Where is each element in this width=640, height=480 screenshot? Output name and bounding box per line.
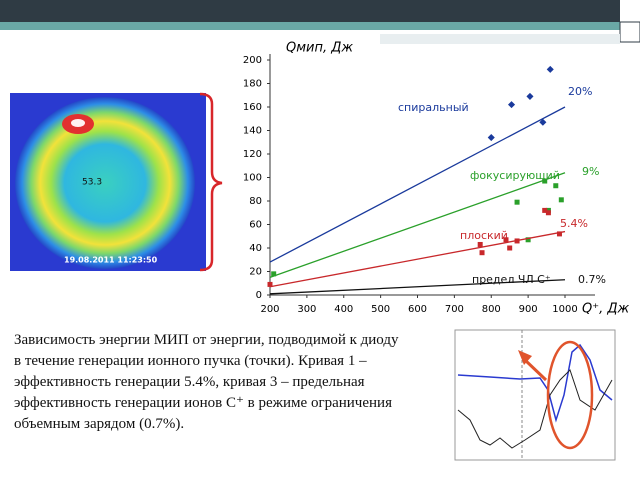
- banner-stripe: [0, 22, 620, 30]
- point: [525, 237, 531, 243]
- osc-arrowhead: [518, 350, 532, 365]
- series-label: фокусирующий: [470, 169, 560, 182]
- y-tick-label: 200: [243, 55, 262, 66]
- y-tick-label: 180: [243, 79, 262, 90]
- x-tick-label: 600: [408, 304, 427, 315]
- point: [267, 281, 273, 287]
- fit-line: [269, 279, 566, 295]
- point: [545, 210, 551, 216]
- x-axis-label: Q⁺, Дж: [582, 302, 630, 317]
- point: [271, 271, 277, 277]
- point: [507, 101, 516, 109]
- y-tick-label: 0: [256, 290, 262, 301]
- thermal-ring: [15, 97, 195, 269]
- spot-label: 53.3: [82, 178, 102, 188]
- x-tick-label: 800: [482, 304, 501, 315]
- point: [503, 237, 509, 243]
- osc-highlight: [546, 340, 594, 450]
- y-tick-label: 60: [249, 220, 262, 231]
- y-tick-label: 80: [249, 196, 262, 207]
- point: [558, 197, 564, 203]
- x-tick-label: 900: [519, 304, 538, 315]
- percent-label: 5.4%: [560, 217, 588, 230]
- series-label: плоский: [460, 229, 508, 242]
- y-axis-label: Qмип, Дж: [286, 41, 353, 56]
- point: [542, 178, 548, 184]
- y-tick-label: 40: [249, 243, 262, 254]
- x-tick-label: 400: [334, 304, 353, 315]
- banner-box: [619, 21, 640, 43]
- osc-trace: [457, 369, 613, 449]
- point: [479, 250, 485, 256]
- point: [526, 92, 534, 100]
- banner: [0, 0, 620, 22]
- osc-trace: [457, 343, 613, 423]
- y-tick-label: 100: [243, 173, 262, 184]
- x-tick-label: 1000: [552, 304, 577, 315]
- y-tick-label: 140: [243, 126, 262, 137]
- osc-frame: [454, 329, 616, 461]
- x-tick-label: 300: [297, 304, 316, 315]
- point: [556, 231, 562, 237]
- percent-label: 9%: [582, 165, 599, 178]
- percent-label: 20%: [568, 85, 592, 98]
- oscillogram: [454, 329, 616, 461]
- point: [507, 245, 513, 251]
- fit-line: [269, 172, 566, 278]
- x-tick-label: 500: [371, 304, 390, 315]
- hot-core: [71, 119, 85, 127]
- point: [553, 183, 559, 189]
- caption: Зависимость энергии МИП от энергии, подв…: [14, 332, 399, 432]
- point: [546, 65, 554, 73]
- banner-shade: [380, 34, 620, 44]
- point: [539, 118, 547, 126]
- point: [477, 241, 483, 247]
- timestamp: 19.08.2011 11:23:50: [64, 256, 158, 265]
- point: [514, 238, 520, 244]
- point: [487, 134, 495, 142]
- y-tick-label: 120: [243, 149, 262, 160]
- x-tick-label: 200: [260, 304, 279, 315]
- point: [542, 207, 548, 213]
- y-tick-label: 20: [249, 267, 262, 278]
- x-tick-label: 700: [445, 304, 464, 315]
- percent-label: 0.7%: [578, 273, 606, 286]
- series-label: предел ЧЛ С⁺: [472, 273, 551, 286]
- fit-line: [269, 106, 566, 263]
- y-tick-label: 160: [243, 102, 262, 113]
- point: [514, 199, 520, 205]
- series-label: спиральный: [398, 101, 469, 114]
- osc-arrow: [523, 358, 548, 382]
- bracket: [199, 92, 223, 272]
